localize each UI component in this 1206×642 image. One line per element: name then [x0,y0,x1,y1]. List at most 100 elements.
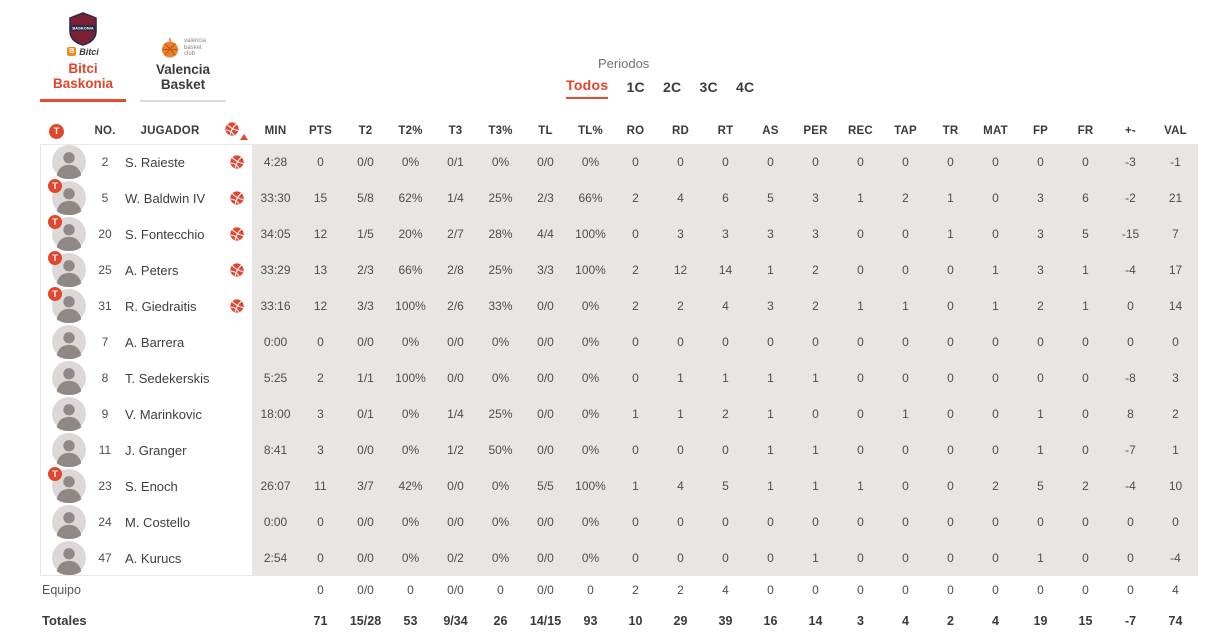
player-avatar [52,361,86,395]
stat-header-mat[interactable]: MAT [983,125,1008,137]
stat-tl: 5/5 [537,479,554,493]
stat-ro: 0 [632,443,639,457]
stat-pts: 2 [317,371,324,385]
stats-panel [253,144,1198,576]
stat-header-rec[interactable]: REC [848,125,873,137]
stat-header-as[interactable]: AS [762,125,779,137]
stat-header-tap[interactable]: TAP [894,125,917,137]
stat-mat: 0 [992,227,999,241]
stat-header-rt[interactable]: RT [717,125,734,137]
player-avatar-cell [40,433,90,467]
stat-fp: 5 [1037,479,1044,493]
stat-t3: 1/2 [447,443,464,457]
stat-tl: 3/3 [537,263,554,277]
stat-tr: 0 [947,335,954,349]
stat-header-t2[interactable]: T2 [358,125,373,137]
tab-team-valencia[interactable]: valencia basket club Valencia Basket [140,10,226,102]
period-tab-4c[interactable]: 4C [735,79,755,95]
stat-header-rd[interactable]: RD [671,125,689,137]
player-name: S. Enoch [125,478,178,494]
stat-fp: 0 [1037,371,1044,385]
stat-tl: 0% [581,443,600,457]
basketball-icon [229,263,244,277]
stat-fr: 0 [1082,515,1089,529]
player-number: 2 [101,155,109,169]
stat-pts: 3 [317,443,324,457]
stat-header-[interactable]: +- [1125,125,1136,137]
stat-t3: 0/0 [447,479,464,493]
stat-tl: 0/0 [537,155,554,169]
player-row-11[interactable]: 11 J. Granger 8:41 3 0/0 0% 1/2 50% 0/0 0% 0 0 0 1 1 0 0… [40,432,1198,468]
header-jugador[interactable]: JUGADOR [140,125,200,137]
baskonia-shield-icon: BASKONIA [69,12,97,46]
player-row-47[interactable]: 47 A. Kurucs 2:54 0 0/0 0% 0/2 0% 0/0 0% 0 0 0 0 1 0 0 0 0… [40,540,1198,576]
stat-t3: 28% [488,227,513,241]
player-avatar-cell: T [40,215,90,251]
stat-as: 0 [767,551,774,565]
stat-pts: 13 [313,263,328,277]
stat-rec: 0 [857,227,864,241]
stat-header-val[interactable]: VAL [1164,125,1187,137]
stat-header-t3[interactable]: T3% [488,125,513,137]
stat-tr: 0 [947,371,954,385]
stat-t2: 15/28 [349,613,382,628]
period-tab-3c[interactable]: 3C [699,79,718,95]
stat-t2: 5/8 [357,191,374,205]
stat-fr: 0 [1082,407,1089,421]
basketball-icon [229,191,244,205]
player-row-2[interactable]: 2 S. Raieste 4:28 0 0/0 0% 0/1 0% 0/0 0% 0 0 0 0 0 0 0 0 0… [40,144,1198,180]
stat-header-t2[interactable]: T2% [398,125,423,137]
player-row-25[interactable]: T 25 A. Peters 33:29 13 2/3 66% 2/8 25% 3/3 100% 2 1… [40,251,1198,288]
stat-rd: 0 [677,551,684,565]
stat-t3: 2/8 [447,263,464,277]
stat-header-tl[interactable]: TL [538,125,553,137]
period-tab-todos[interactable]: Todos [566,77,609,99]
player-row-24[interactable]: 24 M. Costello 0:00 0 0/0 0% 0/0 0% 0/0 0% 0 0 0 0 0 0 0… [40,504,1198,540]
stat-rt: 0 [722,155,729,169]
stat-fr: 0 [1082,155,1089,169]
stat-min: 8:41 [263,443,288,457]
stat-min: 5:25 [263,371,288,385]
stat-fp: 1 [1037,443,1044,457]
stat-per: 14 [808,613,823,628]
stat-min: 0:00 [263,335,288,349]
tab-team-baskonia[interactable]: BASKONIA B Bitci Bitci Baskonia [40,10,126,102]
stat-val: -4 [1170,551,1181,565]
stat-val: 10 [1168,479,1183,493]
stat-t2: 100% [395,299,426,313]
stat-header-tl[interactable]: TL% [578,125,603,137]
stat-header-per[interactable]: PER [803,125,828,137]
period-tab-1c[interactable]: 1C [626,79,645,95]
player-avatar: T [48,251,86,287]
player-row-7[interactable]: 7 A. Barrera 0:00 0 0/0 0% 0/0 0% 0/0 0% 0 0 0 0 0 0 0 0 0… [40,324,1198,360]
player-row-23[interactable]: T 23 S. Enoch 26:07 11 3/7 42% 0/0 0% 5/5 100% 1 4 5 1… [40,467,1198,504]
player-row-8[interactable]: 8 T. Sedekerskis 5:25 2 1/1 100% 0/0 0% 0/0 0% 0 1 1… [40,360,1198,396]
stat-t3: 33% [488,299,513,313]
stat-rd: 2 [677,583,684,597]
player-row-9[interactable]: 9 V. Marinkovic 18:00 3 0/1 0% 1/4 25% 0/0 0% 1 1 2 1… [40,396,1198,432]
header-oncourt-sort[interactable] [220,121,253,141]
stat-rec: 0 [857,515,864,529]
stat-val: 7 [1172,227,1179,241]
player-row-20[interactable]: T 20 S. Fontecchio 34:05 12 1/5 20% 2/7 28% 4/4 10… [40,215,1198,252]
stat-tl: 0/0 [537,407,554,421]
stat-header-tr[interactable]: TR [942,125,959,137]
stat-header-fp[interactable]: FP [1032,125,1049,137]
header-no[interactable]: NO. [94,125,116,137]
period-tab-2c[interactable]: 2C [662,79,682,95]
stat-header-min[interactable]: MIN [264,125,287,137]
stat-pts: 11 [314,479,327,493]
stat-as: 0 [767,583,774,597]
valencia-logo-text: valencia basket club [183,38,206,58]
stat-header-fr[interactable]: FR [1077,125,1094,137]
stat-: -7 [1125,443,1136,457]
stat-header-t3[interactable]: T3 [448,125,463,137]
stat-rd: 1 [677,371,684,385]
player-row-31[interactable]: T 31 R. Giedraitis 33:16 12 3/3 100% 2/6 33% 0/0 0… [40,287,1198,324]
stat-fr: 0 [1082,371,1089,385]
stat-per: 2 [812,263,819,277]
player-row-5[interactable]: T 5 W. Baldwin IV 33:30 15 5/8 62% 1/4 25% 2/3 66%… [40,179,1198,216]
stat-header-ro[interactable]: RO [626,125,645,137]
stat-tr: 0 [947,155,954,169]
stat-header-pts[interactable]: PTS [309,125,332,137]
